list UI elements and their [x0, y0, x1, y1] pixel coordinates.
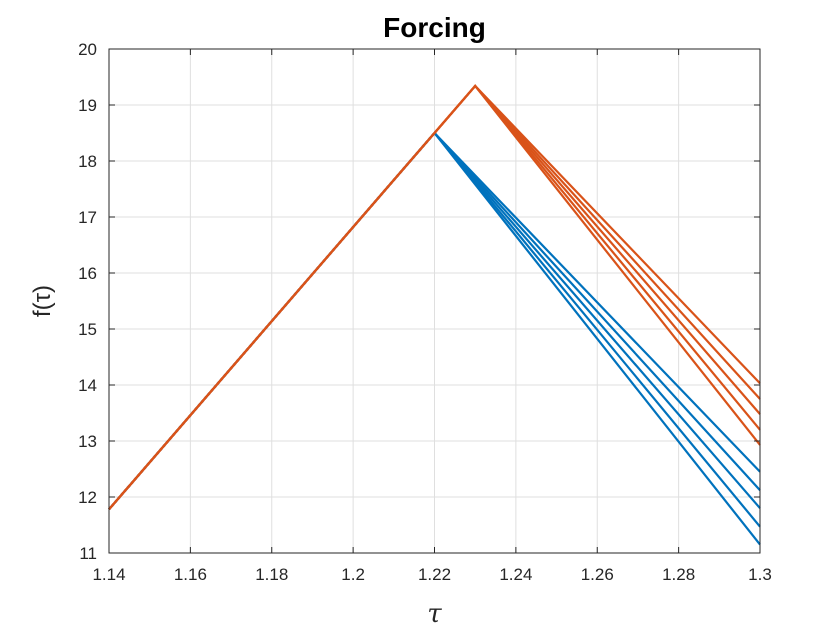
ticks: [108, 48, 761, 554]
x-tick-label: 1.22: [418, 565, 451, 584]
x-tick-labels: 1.14 1.16 1.18 1.2 1.22 1.24 1.26 1.28 1.3: [92, 565, 771, 584]
x-tick-label: 1.24: [499, 565, 532, 584]
y-tick-label: 19: [78, 96, 97, 115]
chart-title: Forcing: [383, 12, 486, 43]
x-tick-label: 1.26: [581, 565, 614, 584]
y-tick-label: 15: [78, 320, 97, 339]
y-tick-label: 11: [79, 544, 97, 563]
y-tick-label: 12: [78, 488, 97, 507]
x-tick-label: 1.14: [92, 565, 125, 584]
y-tick-label: 17: [78, 208, 97, 227]
x-axis-label: τ: [427, 599, 442, 629]
x-tick-label: 1.3: [748, 565, 772, 584]
y-tick-label: 16: [78, 264, 97, 283]
x-tick-label: 1.2: [341, 565, 365, 584]
y-tick-labels: 11 12 13 14 15 16 17 18 19 20: [78, 40, 97, 563]
series-lines: [108, 84, 761, 546]
x-tick-label: 1.28: [662, 565, 695, 584]
y-axis-label: f(τ): [29, 285, 56, 317]
y-tick-label: 20: [78, 40, 97, 59]
y-tick-label: 13: [78, 432, 97, 451]
x-tick-label: 1.16: [174, 565, 207, 584]
y-tick-label: 18: [78, 152, 97, 171]
y-tick-label: 14: [78, 376, 97, 395]
series-line: [108, 84, 761, 511]
x-tick-label: 1.18: [255, 565, 288, 584]
